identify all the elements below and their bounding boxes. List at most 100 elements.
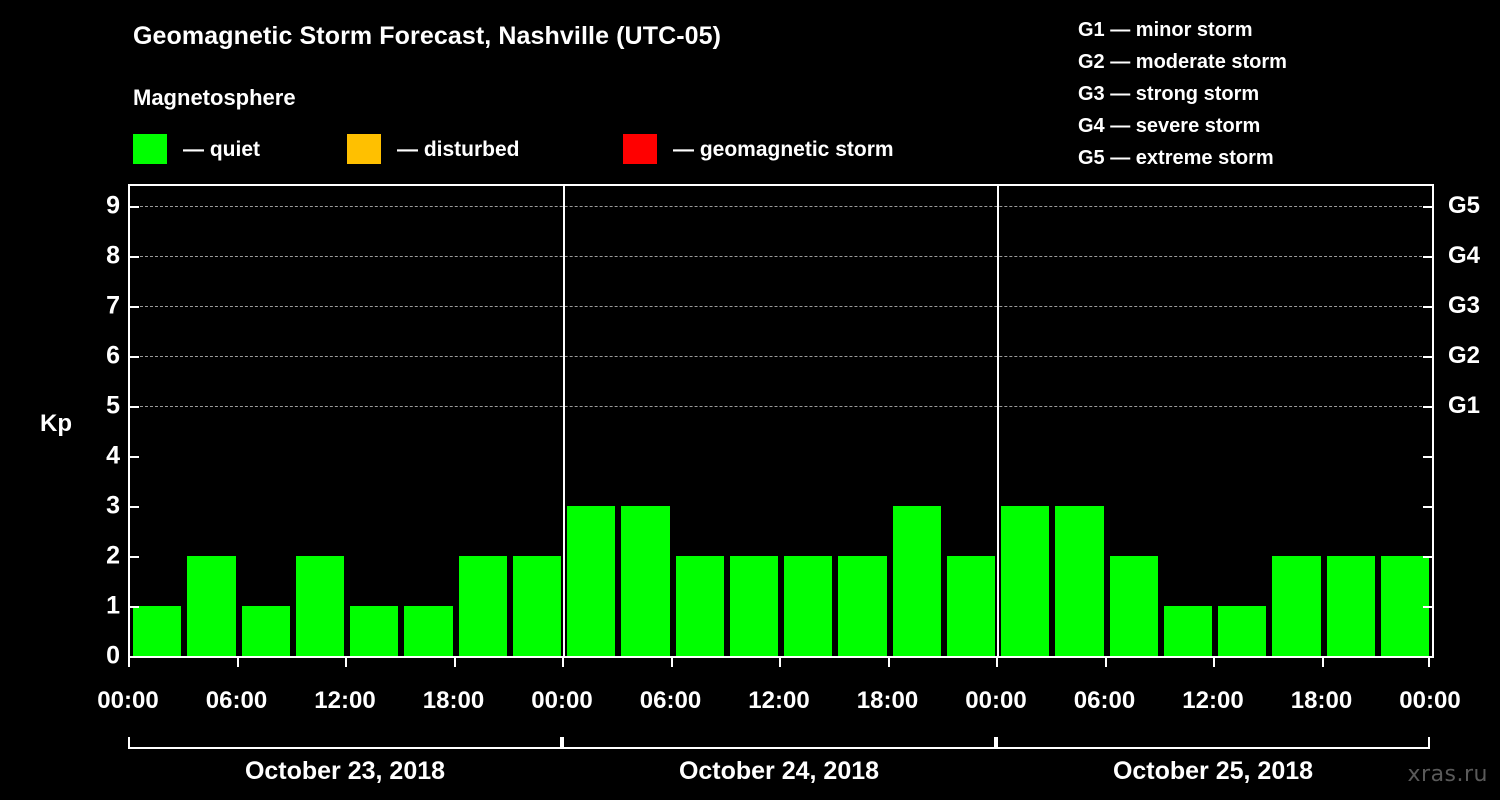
date-band: October 23, 2018 October 24, 2018 October … bbox=[0, 737, 1500, 797]
y-tick bbox=[130, 356, 139, 358]
y-tick-right bbox=[1423, 206, 1432, 208]
y-axis-label: 4 bbox=[106, 441, 120, 470]
g-scale-axis-label: G5 bbox=[1448, 192, 1481, 219]
y-tick-right bbox=[1423, 306, 1432, 308]
y-tick bbox=[130, 206, 139, 208]
page-title: Geomagnetic Storm Forecast, Nashville (U… bbox=[133, 22, 722, 50]
y-axis-label: 0 bbox=[106, 641, 120, 670]
magnetosphere-legend-item: — quiet bbox=[133, 133, 260, 165]
day-separator bbox=[563, 186, 565, 656]
x-tick bbox=[128, 658, 130, 667]
x-axis-label: 06:00 bbox=[1073, 687, 1136, 714]
magnetosphere-legend-item: — geomagnetic storm bbox=[623, 133, 894, 165]
y-tick bbox=[130, 606, 139, 608]
kp-bar bbox=[133, 606, 182, 656]
g-scale-axis-label: G3 bbox=[1448, 292, 1481, 319]
y-tick bbox=[130, 556, 139, 558]
kp-bar bbox=[187, 556, 236, 656]
y-tick-right bbox=[1423, 456, 1432, 458]
kp-bar bbox=[404, 606, 453, 656]
x-tick bbox=[1104, 658, 1107, 667]
g-scale-axis-label: G2 bbox=[1448, 342, 1481, 369]
kp-bar bbox=[1163, 606, 1212, 656]
x-axis-label: 12:00 bbox=[1182, 687, 1244, 714]
g-scale-axis-label: G1 bbox=[1448, 392, 1481, 419]
x-tick bbox=[670, 658, 673, 667]
date-label: October 24, 2018 bbox=[678, 757, 880, 785]
g-scale-legend-row: G4 — severe storm bbox=[1078, 115, 1261, 137]
date-label: October 25, 2018 bbox=[1112, 757, 1314, 785]
y-axis-label: 1 bbox=[106, 591, 120, 620]
g-scale-legend-row: G1 — minor storm bbox=[1078, 19, 1253, 41]
x-axis-label: 00:00 bbox=[965, 687, 1027, 714]
y-axis-label: 8 bbox=[106, 241, 120, 270]
x-axis-label: 00:00 bbox=[97, 687, 159, 714]
magnetosphere-legend-item: — disturbed bbox=[347, 133, 520, 165]
y-tick bbox=[130, 406, 139, 408]
y-tick-right bbox=[1423, 356, 1432, 358]
x-axis-label: 18:00 bbox=[422, 687, 485, 714]
x-tick bbox=[562, 658, 564, 667]
bar-series bbox=[130, 186, 1432, 656]
kp-bar bbox=[458, 556, 507, 656]
gridline bbox=[130, 406, 1432, 407]
x-axis-label: 18:00 bbox=[856, 687, 919, 714]
kp-bar bbox=[1380, 556, 1429, 656]
kp-bar bbox=[784, 556, 833, 656]
g-scale-axis-labels: G1 G2 G3 G4 G5 bbox=[1448, 184, 1500, 658]
magnetosphere-legend-label: — disturbed bbox=[397, 137, 520, 161]
y-tick-right bbox=[1423, 606, 1432, 608]
date-bracket bbox=[128, 737, 562, 749]
plot-area bbox=[128, 184, 1434, 658]
watermark: xras.ru bbox=[1407, 762, 1488, 787]
kp-bar bbox=[567, 506, 616, 656]
g-scale-legend-row: G3 — strong storm bbox=[1078, 83, 1260, 105]
gridline bbox=[130, 256, 1432, 257]
x-axis-label: 12:00 bbox=[748, 687, 810, 714]
x-axis-label: 06:00 bbox=[205, 687, 268, 714]
kp-bar bbox=[838, 556, 887, 656]
g-scale-legend: G1 — minor storm G2 — moderate storm G3 — … bbox=[1078, 14, 1287, 174]
kp-bar bbox=[512, 556, 561, 656]
x-axis-label: 00:00 bbox=[531, 687, 593, 714]
x-tick bbox=[887, 658, 890, 667]
kp-bar bbox=[350, 606, 399, 656]
y-axis-label: 7 bbox=[106, 291, 120, 320]
x-axis-labels: 00:00 06:00 12:00 18:00 00:00 06:00 12:00 18:00… bbox=[0, 686, 1500, 720]
x-tick bbox=[1213, 658, 1215, 667]
g-scale-axis-label: G4 bbox=[1448, 242, 1481, 269]
x-tick bbox=[345, 658, 347, 667]
y-tick-right bbox=[1423, 506, 1432, 508]
x-tick bbox=[1428, 658, 1430, 667]
y-axis-label: 9 bbox=[106, 191, 120, 220]
y-axis-title: Kp bbox=[40, 410, 72, 437]
y-axis-label: 2 bbox=[106, 541, 120, 570]
y-tick bbox=[130, 306, 139, 308]
y-axis-label: 5 bbox=[106, 391, 120, 420]
y-tick-right bbox=[1423, 256, 1432, 258]
kp-bar bbox=[1001, 506, 1050, 656]
date-label: October 23, 2018 bbox=[244, 757, 446, 785]
x-axis-label: 18:00 bbox=[1290, 687, 1353, 714]
gridline bbox=[130, 306, 1432, 307]
y-tick bbox=[130, 256, 139, 258]
y-axis-label: 6 bbox=[106, 341, 120, 370]
gridline bbox=[130, 206, 1432, 207]
x-axis-label: 06:00 bbox=[639, 687, 702, 714]
magnetosphere-legend-label: — quiet bbox=[183, 137, 260, 161]
kp-bar bbox=[1218, 606, 1267, 656]
kp-bar bbox=[1109, 556, 1158, 656]
kp-bar bbox=[295, 556, 344, 656]
x-tick bbox=[453, 658, 456, 667]
kp-bar bbox=[1055, 506, 1104, 656]
day-separator bbox=[997, 186, 999, 656]
x-tick bbox=[996, 658, 998, 667]
x-tick bbox=[779, 658, 781, 667]
g-scale-legend-row: G2 — moderate storm bbox=[1078, 51, 1287, 73]
kp-bar bbox=[241, 606, 290, 656]
g-scale-legend-row: G5 — extreme storm bbox=[1078, 147, 1274, 169]
x-tick bbox=[1321, 658, 1324, 667]
y-axis-labels: 0 1 2 3 4 5 6 7 8 9 bbox=[68, 184, 120, 668]
kp-bar bbox=[675, 556, 724, 656]
